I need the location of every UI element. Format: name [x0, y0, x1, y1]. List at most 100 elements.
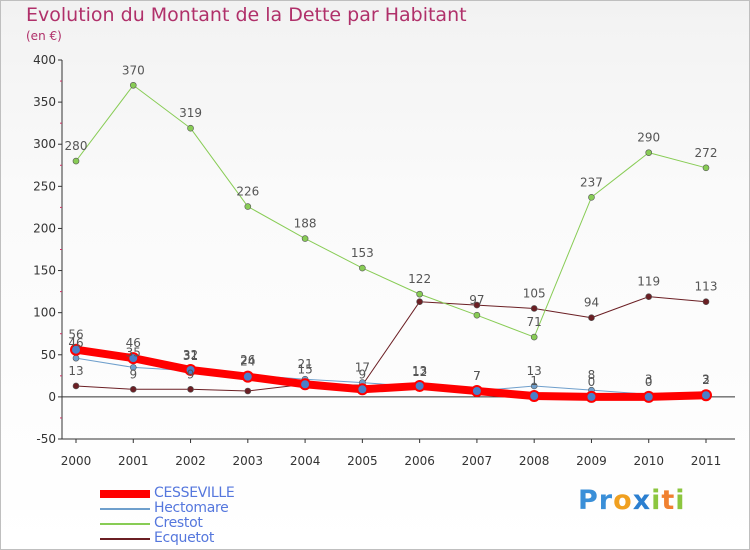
- data-label-crestot: 97: [469, 293, 484, 307]
- data-label-cesseville: 2: [702, 373, 710, 387]
- y-tick-label: 250: [33, 179, 56, 193]
- data-label-hectomare: 21: [297, 357, 312, 371]
- data-point-cesseville: [70, 343, 82, 356]
- data-label-hectomare: 13: [527, 364, 542, 378]
- data-label-hectomare: 26: [240, 353, 255, 367]
- data-point-cesseville: [299, 378, 312, 391]
- data-label-crestot: 188: [294, 217, 317, 231]
- series-lines: [70, 81, 712, 403]
- data-label-crestot: 71: [527, 315, 542, 329]
- data-label-hectomare: 3: [702, 372, 710, 386]
- data-label-crestot: 272: [695, 146, 718, 160]
- data-point-crestot: [473, 311, 481, 319]
- data-point-crestot: [72, 157, 80, 165]
- legend-swatch-ecquetot: [100, 538, 150, 540]
- data-point-ecquetot: [588, 314, 595, 322]
- data-point-cesseville: [184, 363, 197, 376]
- x-tick-label: 2003: [233, 454, 264, 468]
- series-line-crestot: [75, 84, 707, 338]
- series-line-cesseville: [72, 345, 710, 401]
- chart-title: Evolution du Montant de la Dette par Hab…: [26, 4, 467, 26]
- data-label-hectomare: 8: [588, 368, 596, 382]
- data-point-ecquetot: [187, 386, 194, 393]
- data-label-cesseville: 9: [359, 367, 367, 381]
- x-tick-label: 2005: [347, 454, 378, 468]
- data-point-crestot: [359, 264, 366, 272]
- x-tick-label: 2008: [519, 454, 550, 468]
- logo-letter: P: [578, 485, 599, 516]
- data-point-ecquetot: [473, 301, 481, 309]
- y-tick-label: 400: [33, 53, 56, 67]
- logo-letter: x: [632, 485, 652, 516]
- data-point-hectomare: [129, 364, 137, 371]
- data-label-hectomare: 7: [473, 369, 481, 383]
- data-label-hectomare: 3: [645, 372, 653, 386]
- data-label-hectomare: 35: [126, 345, 141, 359]
- data-point-hectomare: [72, 354, 80, 362]
- data-point-cesseville: [528, 390, 541, 403]
- data-label-ecquetot: 119: [637, 275, 660, 289]
- logo-letter: r: [598, 485, 614, 516]
- y-tick-label: 0: [48, 390, 56, 404]
- data-point-crestot: [187, 124, 194, 132]
- y-tick-label: 200: [33, 221, 56, 235]
- x-tick-label: 2001: [118, 454, 149, 468]
- x-tick-label: 2006: [404, 454, 435, 468]
- logo-letter: i: [675, 485, 686, 516]
- logo-letter: t: [661, 485, 676, 516]
- proxiti-logo: Proxiti: [578, 485, 686, 516]
- data-label-crestot: 122: [408, 272, 431, 286]
- x-tick-label: 2004: [290, 454, 321, 468]
- legend-label-cesseville: CESSEVILLE: [154, 485, 235, 501]
- data-label-hectomare: 31: [183, 349, 198, 363]
- legend-label-crestot: Crestot: [154, 515, 203, 531]
- data-point-cesseville: [642, 390, 655, 403]
- data-point-ecquetot: [702, 298, 710, 306]
- data-point-crestot: [416, 290, 423, 298]
- data-point-cesseville: [413, 379, 426, 392]
- y-tick-label: 300: [33, 137, 56, 151]
- data-label-hectomare: 12: [412, 365, 427, 379]
- data-label-cesseville: 1: [530, 374, 538, 388]
- logo-letter: i: [651, 485, 662, 516]
- y-tick-label: 100: [33, 306, 56, 320]
- legend-label-ecquetot: Ecquetot: [154, 530, 215, 546]
- y-tick-label: -50: [36, 432, 56, 446]
- data-label-cesseville: 0: [645, 375, 653, 389]
- x-tick-label: 2000: [61, 454, 92, 468]
- data-label-crestot: 153: [351, 246, 374, 260]
- data-point-ecquetot: [129, 386, 137, 393]
- data-label-cesseville: 7: [473, 369, 481, 383]
- data-label-hectomare: 17: [355, 361, 370, 375]
- y-tick-label: 350: [33, 95, 56, 109]
- data-point-crestot: [702, 164, 710, 172]
- data-point-cesseville: [356, 383, 369, 396]
- data-label-crestot: 280: [65, 139, 88, 153]
- data-label-hectomare: 46: [68, 336, 83, 350]
- x-tick-label: 2007: [462, 454, 493, 468]
- x-tick-label: 2010: [633, 454, 664, 468]
- data-label-crestot: 319: [179, 106, 202, 120]
- data-label-cesseville: 24: [240, 355, 255, 369]
- data-point-ecquetot: [244, 387, 252, 395]
- data-point-ecquetot: [416, 298, 423, 306]
- data-label-cesseville: 0: [588, 375, 596, 389]
- data-point-crestot: [301, 235, 309, 242]
- legend-swatch-cesseville: [100, 490, 150, 498]
- data-point-cesseville: [127, 352, 140, 365]
- data-label-crestot: 370: [122, 63, 145, 77]
- legend-swatch-hectomare: [100, 508, 150, 510]
- data-point-cesseville: [700, 389, 712, 402]
- y-tick-label: 150: [33, 264, 56, 278]
- unit-label: (en €): [26, 29, 62, 43]
- data-point-crestot: [530, 333, 538, 341]
- x-tick-label: 2002: [175, 454, 206, 468]
- data-label-ecquetot: 94: [584, 296, 599, 310]
- data-label-ecquetot: 13: [68, 364, 83, 378]
- data-point-crestot: [129, 81, 137, 89]
- legend-label-hectomare: Hectomare: [154, 500, 229, 516]
- data-point-crestot: [588, 193, 595, 201]
